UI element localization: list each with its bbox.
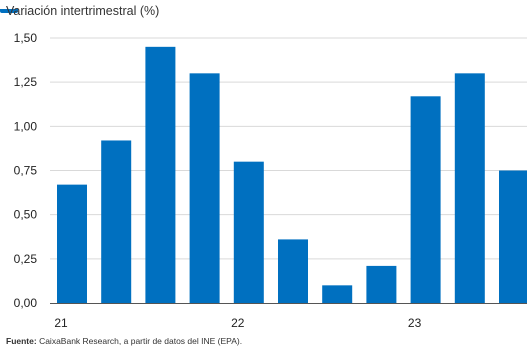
x-tick-label: 22 <box>231 316 245 330</box>
y-tick-label: 0,50 <box>14 208 38 222</box>
bar <box>322 285 353 303</box>
x-tick-label: 23 <box>408 316 422 330</box>
y-tick-label: 1,50 <box>14 31 38 45</box>
source-text: CaixaBank Research, a partir de datos de… <box>36 336 243 346</box>
y-tick-label: 1,00 <box>14 119 38 133</box>
bar <box>410 96 441 303</box>
source-label: Fuente: <box>6 336 37 346</box>
bar <box>454 73 485 303</box>
bar <box>101 140 132 303</box>
bar <box>189 73 220 303</box>
y-tick-label: 0,75 <box>14 164 38 178</box>
bar <box>233 161 264 303</box>
bar <box>278 239 308 303</box>
bar <box>366 265 397 303</box>
title-strip <box>0 0 340 13</box>
bar <box>499 170 527 303</box>
y-tick-label: 1,25 <box>14 75 38 89</box>
bar <box>57 184 87 303</box>
y-tick-label: 0,25 <box>14 252 38 266</box>
x-tick-label: 21 <box>54 316 68 330</box>
chart-subtitle: Variación intertrimestral (%) <box>6 4 160 18</box>
source-note: Fuente: CaixaBank Research, a partir de … <box>6 336 242 346</box>
y-tick-label: 0,00 <box>14 296 38 310</box>
bar <box>145 46 176 303</box>
